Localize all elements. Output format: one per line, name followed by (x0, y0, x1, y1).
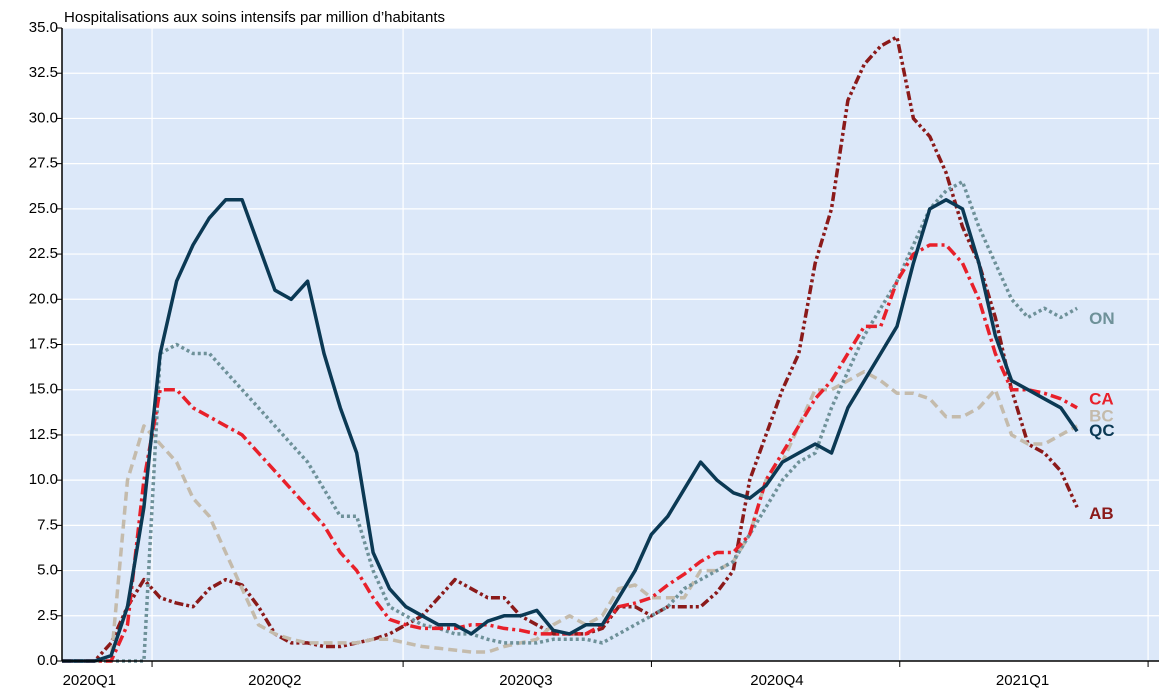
series-line (62, 198, 1079, 663)
x-tick-label: 2020Q3 (499, 672, 552, 689)
x-tick-label: 2020Q4 (750, 672, 803, 689)
x-tick-label: 2020Q1 (63, 672, 116, 689)
series-label: QC (1089, 421, 1115, 440)
y-tick-label: 35.0 (29, 19, 58, 36)
y-tick-label: 32.5 (29, 64, 58, 81)
x-tick-label: 2020Q2 (248, 672, 301, 689)
series-label: BC (1089, 406, 1114, 425)
series-label: ON (1089, 309, 1115, 328)
y-tick-label: 22.5 (29, 245, 58, 262)
y-tick-label: 17.5 (29, 335, 58, 352)
y-tick-label: 5.0 (37, 562, 58, 579)
y-tick-label: 2.5 (37, 607, 58, 624)
x-tick-label: 2021Q1 (996, 672, 1049, 689)
y-tick-label: 25.0 (29, 200, 58, 217)
y-tick-label: 30.0 (29, 109, 58, 126)
y-tick-label: 15.0 (29, 381, 58, 398)
chart-title: Hospitalisations aux soins intensifs par… (64, 9, 445, 26)
y-tick-label: 12.5 (29, 426, 58, 443)
y-tick-label: 20.0 (29, 290, 58, 307)
series-label: CA (1089, 389, 1114, 408)
y-tick-label: 27.5 (29, 155, 58, 172)
series-label: AB (1089, 504, 1114, 523)
y-tick-label: 0.0 (37, 652, 58, 669)
series-line (62, 369, 1078, 663)
y-tick-label: 10.0 (29, 471, 58, 488)
y-tick-label: 7.5 (37, 516, 58, 533)
series-line (62, 179, 1078, 663)
